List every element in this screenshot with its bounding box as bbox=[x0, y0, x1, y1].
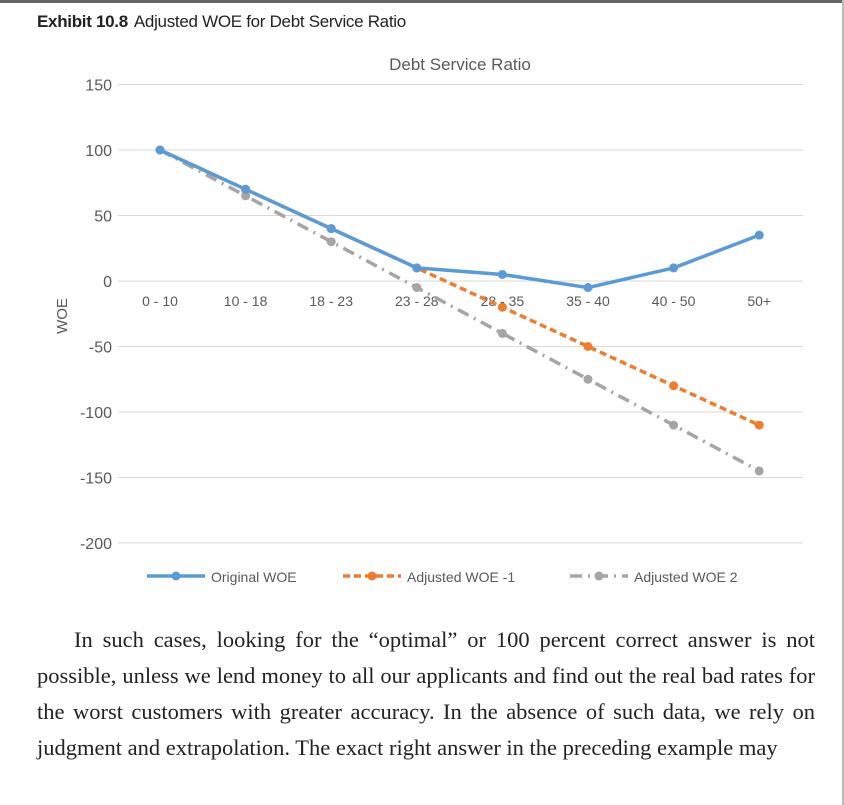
series-line-0 bbox=[159, 148, 760, 290]
page-right-border bbox=[842, 0, 844, 805]
data-point bbox=[583, 283, 593, 293]
data-point bbox=[155, 145, 165, 155]
x-tick-label: 10 - 18 bbox=[224, 293, 268, 309]
data-point bbox=[326, 237, 336, 247]
y-tick-label: -100 bbox=[80, 405, 112, 422]
data-point bbox=[497, 269, 507, 279]
y-tick-label: 100 bbox=[85, 143, 112, 160]
x-tick-label: 23 - 28 bbox=[395, 293, 439, 309]
body-text: In such cases, looking for the “optimal”… bbox=[37, 622, 815, 766]
data-point bbox=[583, 374, 593, 384]
y-tick-label: 0 bbox=[103, 274, 112, 291]
series-line-2 bbox=[159, 148, 761, 473]
body-paragraph: In such cases, looking for the “optimal”… bbox=[37, 627, 815, 760]
chart-title: Debt Service Ratio bbox=[389, 55, 531, 74]
legend-label: Original WOE bbox=[211, 569, 297, 585]
woe-line-chart: Debt Service Ratio WOE 150 100 50 0 -50 -100 -… bbox=[54, 55, 803, 585]
x-tick-label: 18 - 23 bbox=[309, 293, 353, 309]
data-point bbox=[241, 184, 251, 194]
x-tick-label: 40 - 50 bbox=[652, 293, 696, 309]
legend-label: Adjusted WOE 2 bbox=[634, 569, 738, 585]
data-point bbox=[583, 342, 593, 351]
x-tick-label: 50+ bbox=[747, 293, 771, 309]
y-tick-label: -150 bbox=[80, 471, 112, 488]
legend-marker bbox=[171, 571, 181, 581]
y-axis-label: WOE bbox=[54, 298, 71, 334]
exhibit-caption: Exhibit 10.8 Adjusted WOE for Debt Servic… bbox=[37, 12, 406, 32]
legend-marker bbox=[594, 571, 604, 581]
exhibit-title: Adjusted WOE for Debt Service Ratio bbox=[133, 12, 406, 31]
y-tick-label: -200 bbox=[80, 536, 112, 553]
legend-marker bbox=[367, 571, 377, 581]
data-point bbox=[497, 302, 507, 312]
y-tick-label: 150 bbox=[85, 78, 112, 95]
y-tick-label: -50 bbox=[89, 340, 112, 357]
data-point bbox=[669, 420, 679, 430]
x-tick-label: 28 - 35 bbox=[481, 293, 525, 309]
data-point bbox=[669, 381, 679, 391]
data-point bbox=[669, 263, 679, 273]
exhibit-label: Exhibit 10.8 bbox=[37, 12, 128, 31]
data-point bbox=[754, 466, 764, 476]
data-point bbox=[754, 230, 764, 240]
x-tick-label: 0 - 10 bbox=[142, 293, 178, 309]
page-top-border bbox=[0, 0, 844, 3]
legend-label: Adjusted WOE -1 bbox=[407, 569, 515, 585]
data-point bbox=[497, 328, 507, 338]
y-tick-label: 50 bbox=[94, 209, 112, 226]
data-point bbox=[412, 283, 422, 293]
data-point bbox=[412, 263, 422, 273]
data-point bbox=[241, 191, 251, 201]
data-point bbox=[754, 420, 764, 430]
data-point bbox=[326, 224, 336, 234]
x-tick-label: 35 - 40 bbox=[566, 293, 610, 309]
